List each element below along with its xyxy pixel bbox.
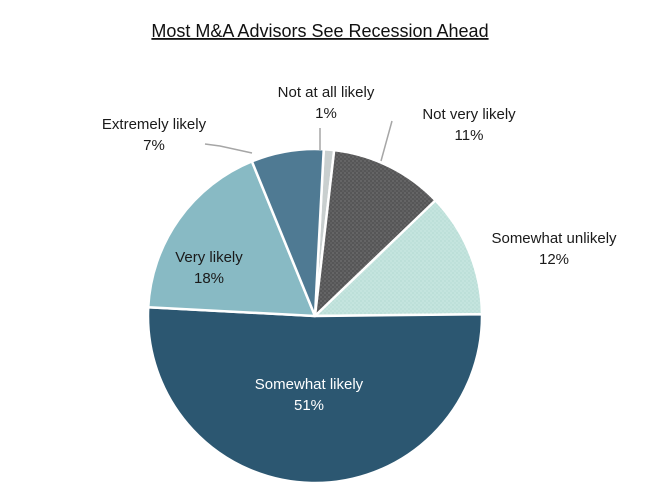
pie-slice-somewhat-likely bbox=[146, 306, 484, 485]
pie-slice-very-likely bbox=[146, 160, 317, 318]
slice-label-somewhat-unlikely: Somewhat unlikely 12% bbox=[491, 230, 617, 268]
slice-category-label: Not very likely bbox=[422, 106, 516, 123]
slice-label-very-likely: Very likely 18% bbox=[175, 249, 243, 287]
slice-category-label: Not at all likely bbox=[278, 84, 375, 101]
slice-category-label: Somewhat likely bbox=[255, 376, 364, 393]
leader-lines bbox=[204, 120, 393, 162]
slice-label-somewhat-likely: Somewhat likely 51% bbox=[255, 376, 364, 414]
slice-value-label: 12% bbox=[539, 251, 569, 268]
pie-slice-not-very-likely bbox=[313, 148, 437, 318]
slice-category-label: Somewhat unlikely bbox=[491, 230, 617, 247]
pie-slice-somewhat-unlikely bbox=[313, 199, 484, 318]
slice-labels: Not at all likely 1% Not very likely 11% Som… bbox=[102, 84, 617, 414]
slice-category-label: Extremely likely bbox=[102, 116, 207, 133]
chart-title: Most M&A Advisors See Recession Ahead bbox=[151, 21, 488, 41]
slice-label-not-very-likely: Not very likely 11% bbox=[422, 106, 516, 144]
slice-value-label: 51% bbox=[294, 397, 324, 414]
slice-label-not-at-all-likely: Not at all likely 1% bbox=[278, 84, 375, 122]
pie-slices bbox=[146, 147, 484, 485]
slice-category-label: Very likely bbox=[175, 249, 243, 266]
slice-value-label: 7% bbox=[143, 137, 165, 154]
slice-value-label: 18% bbox=[194, 270, 224, 287]
slice-value-label: 11% bbox=[455, 127, 484, 144]
leader-line-extremely-likely bbox=[204, 143, 253, 154]
pie-slice-extremely-likely bbox=[250, 147, 325, 318]
slice-label-extremely-likely: Extremely likely 7% bbox=[102, 116, 207, 154]
leader-line-not-very-likely bbox=[380, 120, 393, 162]
slice-value-label: 1% bbox=[315, 105, 337, 122]
